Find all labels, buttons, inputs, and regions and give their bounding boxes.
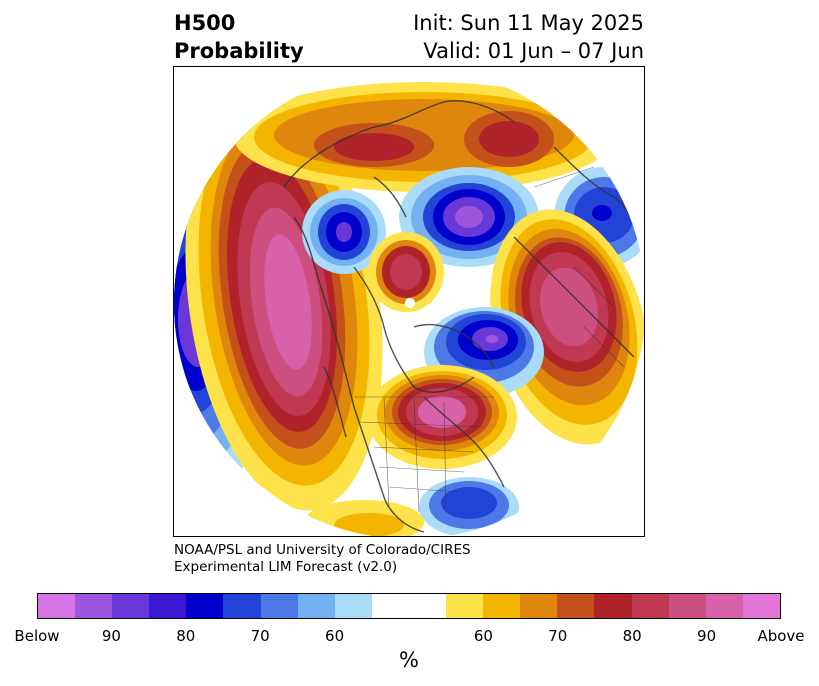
colorbar-segment xyxy=(520,594,558,618)
title-field: Probability xyxy=(174,39,304,63)
colorbar-tick-label: 80 xyxy=(176,627,196,645)
colorbar-segment xyxy=(668,594,706,618)
colorbar-segment xyxy=(186,594,224,618)
title-variable: H500 xyxy=(174,11,236,35)
colorbar-segment xyxy=(75,594,113,618)
colorbar xyxy=(37,593,781,619)
colorbar-tick-label: 90 xyxy=(697,627,717,645)
map-title: H500 Probability xyxy=(174,9,304,65)
colorbar-tick-label: 70 xyxy=(548,627,568,645)
colorbar-segment xyxy=(705,594,743,618)
colorbar-tick-label: 60 xyxy=(473,627,493,645)
blue-anomaly-south xyxy=(419,477,519,536)
colorbar-segment xyxy=(557,594,595,618)
colorbar-segment xyxy=(594,594,632,618)
colorbar-segment xyxy=(223,594,261,618)
colorbar-segment xyxy=(38,594,76,618)
colorbar-tick-label: 60 xyxy=(325,627,345,645)
colorbar-segment xyxy=(631,594,669,618)
colorbar-segment xyxy=(408,594,447,618)
colorbar-tick-label: 80 xyxy=(622,627,642,645)
red-anomaly-na-east xyxy=(367,365,517,469)
colorbar-segment xyxy=(297,594,335,618)
forecast-dates: Init: Sun 11 May 2025 Valid: 01 Jun – 07… xyxy=(413,9,644,65)
colorbar-tick-label: 90 xyxy=(101,627,121,645)
blue-anomaly-arctic-west xyxy=(302,190,386,274)
colorbar-segment xyxy=(149,594,187,618)
red-anomaly-pole xyxy=(368,232,444,312)
colorbar-tick-label: Below xyxy=(14,627,60,645)
probability-map xyxy=(173,66,645,537)
credit-line-2: Experimental LIM Forecast (v2.0) xyxy=(174,559,398,575)
north-pole-marker xyxy=(405,298,415,308)
red-anomaly-north xyxy=(234,82,614,192)
init-date: Init: Sun 11 May 2025 xyxy=(413,11,644,35)
valid-range: Valid: 01 Jun – 07 Jun xyxy=(423,39,644,63)
credit-text: NOAA/PSL and University of Colorado/CIRE… xyxy=(174,542,471,576)
colorbar-segment xyxy=(446,594,484,618)
colorbar-segment xyxy=(334,594,372,618)
colorbar-segment xyxy=(112,594,150,618)
borders xyxy=(354,166,625,513)
colorbar-segment xyxy=(742,594,780,618)
colorbar-segment xyxy=(371,594,409,618)
colorbar-tick-label: Above xyxy=(757,627,805,645)
colorbar-tick-label: 70 xyxy=(250,627,270,645)
colorbar-segment xyxy=(483,594,521,618)
credit-line-1: NOAA/PSL and University of Colorado/CIRE… xyxy=(174,542,471,558)
colorbar-units: % xyxy=(399,648,419,672)
colorbar-segment xyxy=(260,594,298,618)
polar-map-graphic xyxy=(174,67,644,536)
